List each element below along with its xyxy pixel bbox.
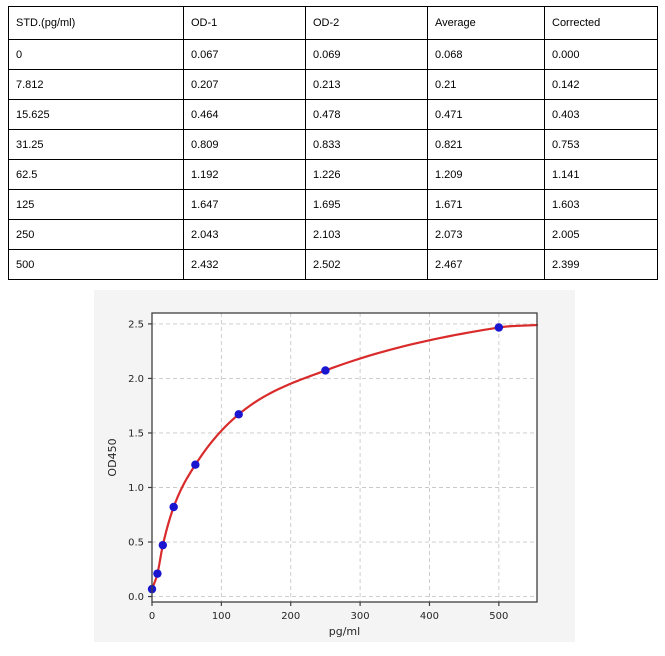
- table-row: 0 0.067 0.069 0.068 0.000: [8, 39, 658, 70]
- standards-table: STD.(pg/ml) OD-1 OD-2 Average Corrected …: [8, 6, 658, 280]
- table-cell: 0.464: [183, 99, 306, 130]
- y-tick-label: 2.5: [128, 319, 144, 330]
- table-cell: 62.5: [8, 159, 184, 190]
- table-cell: 0.000: [544, 39, 658, 70]
- table-cell: 1.141: [544, 159, 658, 190]
- table-cell: 2.005: [544, 219, 658, 250]
- data-point: [234, 410, 243, 419]
- y-tick-label: 0.0: [128, 592, 144, 603]
- table-cell: 15.625: [8, 99, 184, 130]
- table-header-row: STD.(pg/ml) OD-1 OD-2 Average Corrected: [8, 6, 658, 40]
- table-row: 31.25 0.809 0.833 0.821 0.753: [8, 129, 658, 160]
- table-cell: 0.478: [305, 99, 428, 130]
- table-cell: 0.403: [544, 99, 658, 130]
- data-point: [158, 540, 168, 550]
- table-cell: 0.21: [427, 69, 545, 100]
- col-header-corrected: Corrected: [544, 6, 658, 40]
- table-cell: 0: [8, 39, 184, 70]
- data-point: [494, 323, 504, 332]
- standard-curve-chart: 0 100 200 300 400 500 0.0 0.5 1.0 1.5 2.0 2.5 pg/ml O…: [94, 290, 575, 642]
- x-axis-label: pg/ml: [329, 625, 360, 638]
- table-cell: 0.068: [427, 39, 545, 70]
- table-cell: 2.399: [544, 249, 658, 280]
- plot-area: [152, 313, 537, 602]
- x-tick-label: 200: [281, 611, 300, 622]
- table-cell: 0.069: [305, 39, 428, 70]
- table-cell: 0.809: [183, 129, 306, 160]
- table-cell: 1.647: [183, 189, 306, 220]
- standards-table-container: STD.(pg/ml) OD-1 OD-2 Average Corrected …: [8, 6, 658, 280]
- col-header-std: STD.(pg/ml): [8, 6, 184, 40]
- plot-frame: [151, 312, 538, 603]
- table-cell: 0.067: [183, 39, 306, 70]
- table-cell: 31.25: [8, 129, 184, 160]
- data-point: [153, 569, 162, 578]
- table-cell: 0.142: [544, 69, 658, 100]
- table-cell: 0.833: [305, 129, 428, 160]
- x-tick-label: 400: [420, 611, 439, 622]
- table-cell: 1.603: [544, 189, 658, 220]
- table-cell: 2.103: [305, 219, 428, 250]
- y-tick-label: 0.5: [128, 538, 144, 549]
- data-point: [169, 502, 178, 512]
- table-cell: 0.471: [427, 99, 545, 130]
- table-row: 250 2.043 2.103 2.073 2.005: [8, 219, 658, 250]
- data-point: [191, 460, 200, 469]
- table-cell: 500: [8, 249, 184, 280]
- table-cell: 1.671: [427, 189, 545, 220]
- y-tick-label: 2.0: [128, 374, 144, 385]
- col-header-od2: OD-2: [305, 6, 428, 40]
- table-cell: 1.192: [183, 159, 306, 190]
- table-cell: 0.821: [427, 129, 545, 160]
- table-cell: 2.467: [427, 249, 545, 280]
- data-point: [321, 366, 330, 375]
- table-row: 500 2.432 2.502 2.467 2.399: [8, 249, 658, 280]
- col-header-od1: OD-1: [183, 6, 306, 40]
- x-tick-label: 500: [489, 611, 508, 622]
- y-tick-label: 1.5: [128, 428, 144, 439]
- y-tick-label: 1.0: [128, 483, 144, 494]
- table-cell: 250: [8, 219, 184, 250]
- table-row: 15.625 0.464 0.478 0.471 0.403: [8, 99, 658, 130]
- table-cell: 1.226: [305, 159, 428, 190]
- x-tick-label: 100: [212, 611, 231, 622]
- table-cell: 2.073: [427, 219, 545, 250]
- table-cell: 1.695: [305, 189, 428, 220]
- table-row: 62.5 1.192 1.226 1.209 1.141: [8, 159, 658, 190]
- table-body: 0 0.067 0.069 0.068 0.000 7.812 0.207 0.213 0.21…: [8, 39, 658, 280]
- table-cell: 2.432: [183, 249, 306, 280]
- table-cell: 0.213: [305, 69, 428, 100]
- table-cell: 0.753: [544, 129, 658, 160]
- table-row: 125 1.647 1.695 1.671 1.603: [8, 189, 658, 220]
- table-cell: 0.207: [183, 69, 306, 100]
- table-cell: 7.812: [8, 69, 184, 100]
- x-tick-label: 0: [149, 611, 155, 622]
- x-tick-label: 300: [351, 611, 370, 622]
- table-cell: 125: [8, 189, 184, 220]
- col-header-average: Average: [427, 6, 545, 40]
- table-row: 7.812 0.207 0.213 0.21 0.142: [8, 69, 658, 100]
- y-axis-label: OD450: [106, 438, 119, 476]
- table-cell: 2.502: [305, 249, 428, 280]
- chart-canvas: 0 100 200 300 400 500 0.0 0.5 1.0 1.5 2.0 2.5 pg/ml O…: [94, 290, 575, 642]
- table-cell: 2.043: [183, 219, 306, 250]
- table-cell: 1.209: [427, 159, 545, 190]
- table-header: STD.(pg/ml) OD-1 OD-2 Average Corrected: [8, 6, 658, 40]
